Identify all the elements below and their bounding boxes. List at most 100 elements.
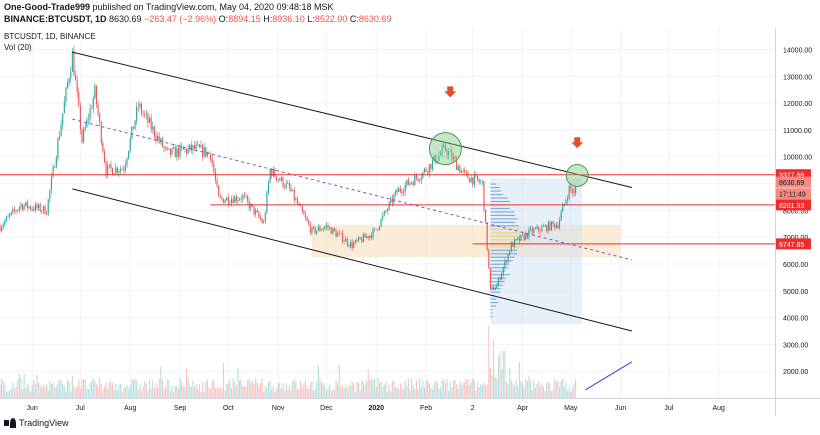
price-tick-label: 12000.00 (783, 101, 812, 108)
candle-body (152, 126, 154, 130)
drawing-overlays (0, 51, 775, 391)
volume-bar (333, 390, 336, 398)
candle-body (480, 181, 482, 183)
volume-bar (0, 384, 1, 398)
tradingview-footer[interactable]: TradingView (4, 418, 69, 428)
time-tick-label: Oct (223, 405, 234, 412)
volume-bar (486, 384, 488, 398)
volume-bar (301, 386, 303, 398)
volume-profile-bar (490, 225, 519, 227)
volume-profile-bar (490, 260, 513, 262)
volume-bar (44, 386, 46, 398)
volume-bar (489, 367, 491, 398)
candle-body (309, 224, 311, 233)
candle-body (242, 195, 244, 200)
volume-bar (9, 390, 11, 398)
volume-bar (155, 383, 157, 398)
volume-profile-bar (490, 249, 517, 251)
volume-bar (517, 386, 519, 398)
candle-body (374, 228, 376, 230)
candle-body (472, 177, 474, 185)
candle-body (348, 244, 350, 247)
time-axis[interactable]: Jun Jul Aug Sep Oct Nov Dec 2020 Feb 2 Apr May Jun Ju… (27, 405, 726, 412)
volume-bar (312, 390, 315, 398)
volume-bar (208, 387, 210, 398)
volume-bar (269, 381, 271, 398)
candle-body (210, 153, 212, 160)
candle-body (15, 210, 17, 212)
volume-bar (341, 385, 344, 398)
volume-bar (5, 391, 7, 398)
volume-bar (224, 390, 226, 398)
volume-bar (357, 382, 360, 398)
candle-body (546, 225, 548, 232)
symbol-info: BINANCE:BTCUSDT, 1D 8630.69 −263.47 (−2.… (4, 14, 391, 24)
volume-bar (1, 378, 3, 398)
open-label: O: (218, 14, 229, 24)
price-label-box (776, 188, 811, 200)
volume-bar (314, 388, 316, 398)
volume-bar (29, 391, 32, 398)
volume-bar (131, 379, 133, 398)
volume-bar (439, 387, 442, 398)
volume-bar (26, 383, 28, 398)
candle-body (314, 227, 316, 234)
volume-bar (47, 390, 49, 398)
volume-bar (462, 382, 464, 398)
volume-bar (251, 380, 254, 398)
volume-bar (84, 379, 86, 398)
candle-body (259, 216, 262, 220)
channel-lower-line (72, 188, 633, 332)
volume-bar (473, 379, 475, 398)
candle-body (459, 166, 461, 173)
volume-bar (39, 385, 41, 398)
volume-profile-bar (490, 242, 521, 244)
volume-bar (550, 390, 553, 398)
candle-body (308, 220, 310, 225)
candle-body (110, 164, 112, 169)
candle-body (258, 212, 260, 217)
candle-body (31, 208, 33, 210)
candle-body (439, 153, 442, 156)
volume-bar (364, 384, 366, 398)
volume-bar (219, 386, 221, 398)
candle-body (49, 189, 51, 200)
volume-bar (521, 382, 524, 398)
candle-body (401, 191, 403, 194)
volume-bar (203, 391, 205, 398)
volume-bar (160, 366, 162, 398)
volume-profile-bar (490, 298, 497, 300)
volume-bar (253, 384, 255, 398)
volume-bar (488, 325, 490, 398)
candle-body (367, 236, 369, 239)
time-tick-label: Aug (124, 405, 137, 412)
volume-bar (87, 389, 89, 398)
volume-bar (94, 380, 96, 398)
volume-bar (107, 388, 109, 398)
price-axis[interactable]: 2000.003000.004000.005000.006000.007000.… (783, 47, 812, 376)
volume-bar (451, 387, 453, 398)
volume-bar (123, 388, 125, 398)
volume-bar (351, 381, 353, 398)
time-tick-label: Jun (615, 405, 626, 412)
volume-bar (86, 388, 88, 398)
volume-bar (494, 377, 496, 398)
candle-body (571, 189, 573, 194)
candle-body (165, 147, 167, 148)
candle-body (563, 203, 565, 205)
candle-body (171, 148, 173, 155)
volume-bar (115, 383, 117, 398)
volume-bar (23, 374, 25, 398)
candle-body (94, 85, 96, 99)
volume-bar (468, 385, 471, 398)
volume-bar (385, 381, 387, 398)
price-chart[interactable]: 2000.003000.004000.005000.006000.007000.… (0, 28, 820, 416)
price-label-box (776, 238, 811, 250)
candle-body (428, 164, 430, 174)
candle-body (353, 243, 355, 248)
candle-body (129, 138, 131, 151)
candle-body (214, 172, 217, 181)
publish-info: One-Good-Trade999 published on TradingVi… (4, 2, 334, 12)
symbol-name[interactable]: BINANCE:BTCUSDT, 1D (4, 14, 107, 24)
author-name[interactable]: One-Good-Trade999 (4, 2, 91, 12)
